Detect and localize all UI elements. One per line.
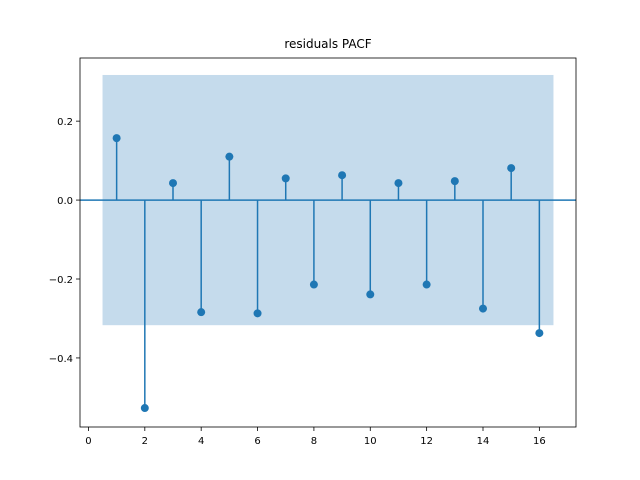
x-tick-label-6: 6 — [254, 436, 260, 447]
y-tick-label-3: 0.2 — [57, 117, 73, 128]
x-tick-label-12: 12 — [420, 436, 433, 447]
stem-marker-lag-6 — [253, 309, 262, 318]
stem-marker-lag-4 — [197, 308, 206, 317]
stem-marker-lag-8 — [309, 280, 318, 289]
stem-marker-lag-9 — [338, 171, 347, 180]
y-tick-label-2: 0.0 — [57, 196, 73, 207]
y-tick-label-0: −0.4 — [49, 354, 73, 365]
x-tick-label-4: 4 — [198, 436, 204, 447]
stem-marker-lag-2 — [140, 404, 149, 413]
stem-marker-lag-16 — [535, 329, 544, 338]
stem-marker-lag-11 — [394, 179, 403, 188]
stem-marker-lag-7 — [281, 174, 290, 183]
stem-marker-lag-14 — [479, 304, 487, 313]
stem-marker-lag-15 — [507, 164, 516, 173]
x-tick-label-10: 10 — [364, 436, 377, 447]
x-tick-label-0: 0 — [85, 436, 91, 447]
stem-marker-lag-5 — [225, 152, 234, 161]
x-tick-label-8: 8 — [311, 436, 317, 447]
stem-marker-lag-10 — [366, 290, 375, 299]
stem-marker-lag-12 — [422, 280, 431, 289]
axes-frame — [79, 57, 577, 428]
stem-marker-lag-3 — [169, 179, 177, 188]
x-tick-label-16: 16 — [533, 436, 546, 447]
y-tick-label-1: −0.2 — [49, 275, 73, 286]
stem-marker-lag-1 — [112, 134, 121, 143]
x-tick-label-2: 2 — [142, 436, 148, 447]
x-tick-label-14: 14 — [477, 436, 490, 447]
chart-title: residuals PACF — [284, 37, 371, 51]
stem-marker-lag-13 — [450, 177, 459, 186]
